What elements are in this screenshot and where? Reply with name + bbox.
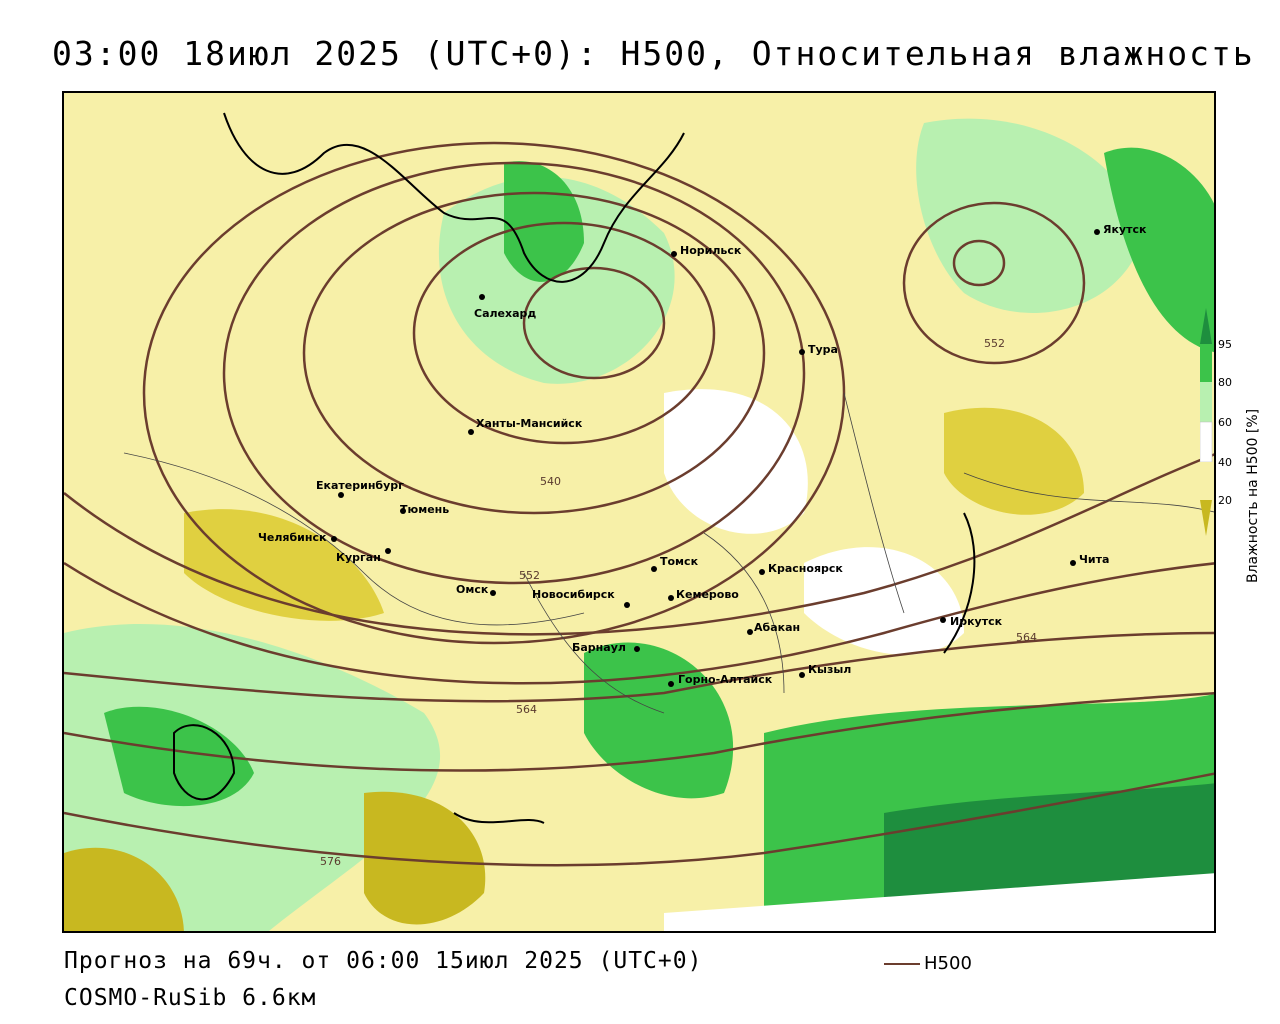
city-label: Норильск <box>680 244 742 257</box>
colorbar-segment <box>1200 462 1212 500</box>
city-label: Новосибирск <box>532 588 615 601</box>
colorbar-tick: 40 <box>1218 456 1232 469</box>
city-markers: Норильск Салехард Тура Якутск Ханты-Манс… <box>258 223 1147 687</box>
colorbar-tick: 95 <box>1218 338 1232 351</box>
city-label: Ханты-Мансийск <box>476 417 583 430</box>
map-canvas: 552 540 552 564 564 576 Норильск Салехар… <box>64 93 1214 931</box>
colorbar-top-arrow <box>1200 308 1212 344</box>
contour-label: 552 <box>519 569 540 582</box>
colorbar-segment <box>1200 421 1213 463</box>
forecast-info: Прогноз на 69ч. от 06:00 15июл 2025 (UTC… <box>64 948 703 974</box>
contour-label: 552 <box>984 337 1005 350</box>
admin-borders <box>123 392 1214 714</box>
city-label: Курган <box>336 551 381 564</box>
city-label: Горно-Алтайск <box>678 673 773 686</box>
city-label: Омск <box>456 583 489 596</box>
contour-label: 564 <box>1016 631 1037 644</box>
colorbar-tick: 60 <box>1218 416 1232 429</box>
city-label: Красноярск <box>768 562 843 575</box>
city-label: Барнаул <box>572 641 626 654</box>
colorbar-tick: 20 <box>1218 494 1232 507</box>
city-label: Челябинск <box>258 531 327 544</box>
colorbar-bottom-arrow <box>1200 500 1212 536</box>
city-label: Абакан <box>754 621 800 634</box>
city-label: Иркутск <box>950 615 1003 628</box>
city-label: Екатеринбург <box>316 479 404 492</box>
h500-contours <box>64 141 1214 867</box>
contour-label: 576 <box>320 855 341 868</box>
city-label: Салехард <box>474 307 536 320</box>
city-label: Тура <box>808 343 838 356</box>
city-label: Кемерово <box>676 588 739 601</box>
map-panel: 552 540 552 564 564 576 Норильск Салехар… <box>62 91 1216 933</box>
model-name: COSMO-RuSib 6.6км <box>64 985 317 1011</box>
city-label: Якутск <box>1103 223 1147 236</box>
colorbar-tick: 80 <box>1218 376 1232 389</box>
city-label: Чита <box>1079 553 1109 566</box>
humidity-colorbar: 95 80 60 40 20 <box>1200 308 1232 536</box>
coastlines <box>173 112 976 824</box>
contour-labels: 552 540 552 564 564 576 <box>320 337 1037 868</box>
map-title: 03:00 18июл 2025 (UTC+0): H500, Относите… <box>52 34 1255 73</box>
city-label: Кызыл <box>808 663 851 676</box>
colorbar-segment <box>1200 382 1212 422</box>
colorbar-segment <box>1200 344 1212 382</box>
contour-label: 564 <box>516 703 537 716</box>
city-label: Томск <box>660 555 699 568</box>
h500-legend-label: H500 <box>924 953 972 974</box>
city-label: Тюмень <box>400 503 449 516</box>
h500-legend-swatch <box>884 963 920 965</box>
contour-label: 540 <box>540 475 561 488</box>
colorbar-title: Влажность на H500 [%] <box>1245 408 1261 583</box>
